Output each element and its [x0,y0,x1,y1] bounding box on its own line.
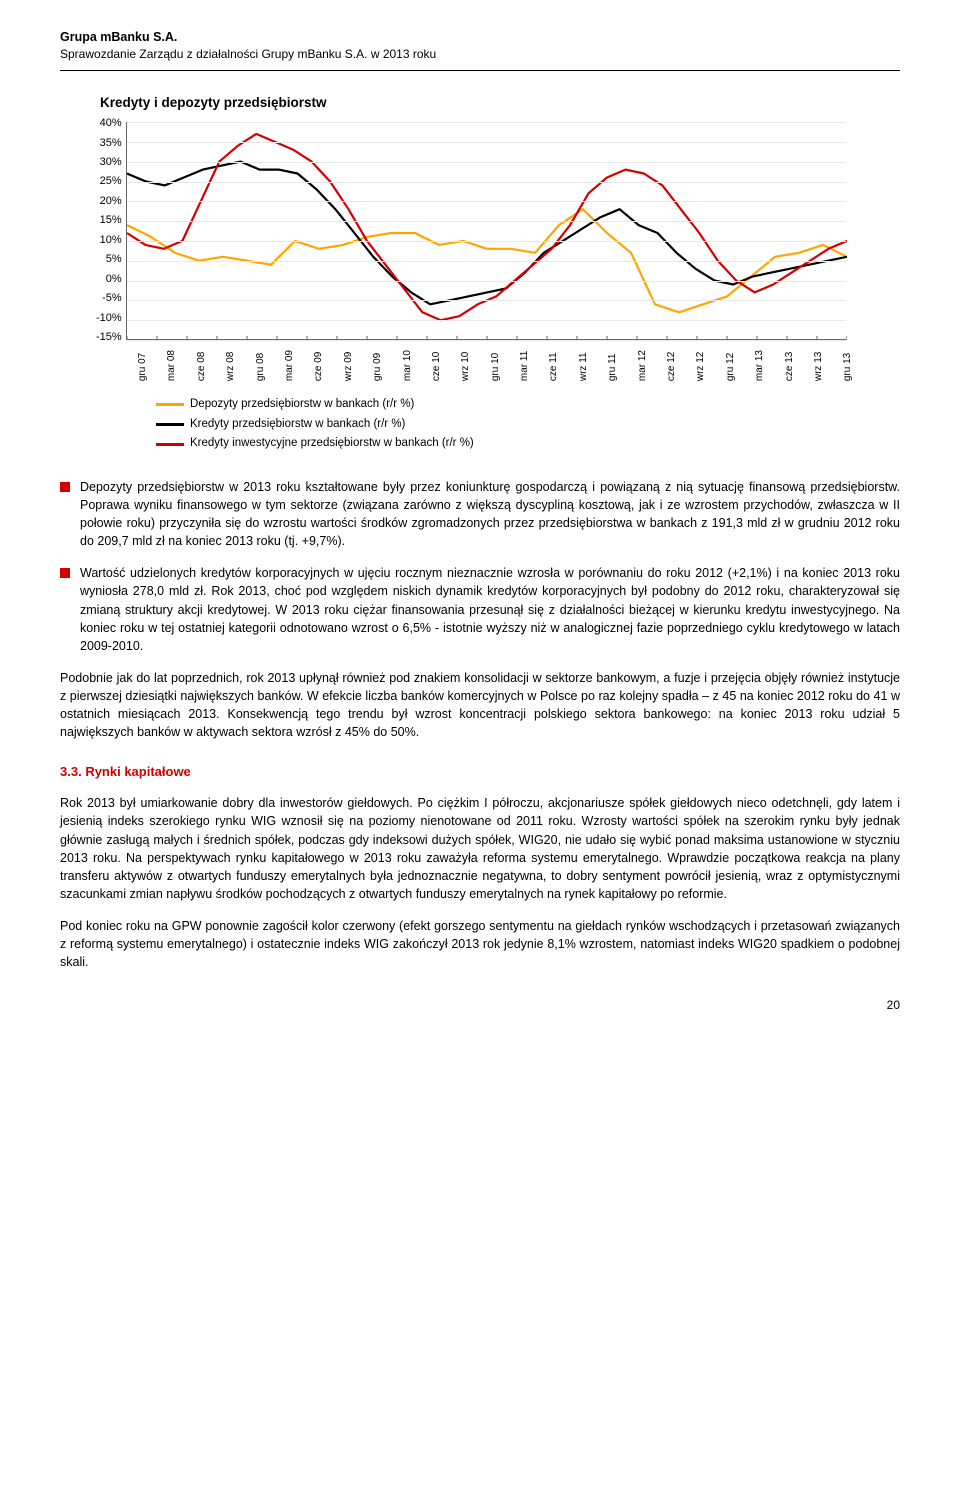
bullet-text: Wartość udzielonych kredytów korporacyjn… [80,564,900,655]
y-tick: 0% [96,272,122,288]
y-tick: 20% [96,194,122,210]
y-tick: 25% [96,174,122,190]
y-tick: 30% [96,155,122,171]
chart-svg [127,122,847,340]
chart-container: Kredyty i depozyty przedsiębiorstw 40% 35… [96,93,876,454]
x-tick: cze 08 [195,350,210,381]
y-tick: 10% [96,233,122,249]
grid-line [127,300,846,301]
x-tick: wrz 12 [694,350,709,381]
x-tick: gru 11 [606,350,621,381]
legend-swatch [156,443,184,446]
x-tick: cze 11 [547,350,562,381]
legend-item: Depozyty przedsiębiorstw w bankach (r/r … [156,395,876,415]
y-tick: 5% [96,252,122,268]
grid-line [127,261,846,262]
section-title: Rynki kapitałowe [85,764,190,779]
x-tick: gru 10 [489,350,504,381]
chart-area: 40%35%30%25%20%15%10%5%0%-5%-10%-15% [96,122,876,346]
y-tick: 35% [96,136,122,152]
bullet-item: Wartość udzielonych kredytów korporacyjn… [60,564,900,655]
x-tick: mar 10 [401,350,416,381]
chart-legend: Depozyty przedsiębiorstw w bankach (r/r … [156,395,876,454]
x-tick: gru 07 [136,350,151,381]
header-divider [60,70,900,71]
y-tick: -10% [96,311,122,327]
x-tick: cze 13 [783,350,798,381]
legend-swatch [156,423,184,426]
x-tick: wrz 11 [577,350,592,381]
section-number: 3.3. [60,764,82,779]
bullet-square-icon [60,482,70,492]
x-tick: gru 13 [841,350,856,381]
grid-line [127,201,846,202]
x-tick: cze 10 [430,350,445,381]
y-tick: -5% [96,291,122,307]
chart-plot [126,122,846,340]
chart-title: Kredyty i depozyty przedsiębiorstw [100,93,876,113]
grid-line [127,281,846,282]
y-tick: 40% [96,116,122,132]
x-tick: gru 09 [371,350,386,381]
x-tick: wrz 08 [224,350,239,381]
x-tick: mar 08 [165,350,180,381]
grid-line [127,320,846,321]
bullet-square-icon [60,568,70,578]
paragraph: Pod koniec roku na GPW ponownie zagościł… [60,917,900,971]
page-number: 20 [60,997,900,1014]
paragraph-block: Podobnie jak do lat poprzednich, rok 201… [60,669,900,742]
x-tick: wrz 10 [459,350,474,381]
bullet-item: Depozyty przedsiębiorstw w 2013 roku ksz… [60,478,900,551]
legend-item: Kredyty inwestycyjne przedsiębiorstw w b… [156,434,876,454]
grid-line [127,241,846,242]
x-tick: gru 08 [254,350,269,381]
company-name: Grupa mBanku S.A. [60,28,900,46]
document-header: Grupa mBanku S.A. Sprawozdanie Zarządu z… [60,28,900,64]
grid-line [127,162,846,163]
y-axis: 40% 35% 30% 25% 20% 15% 10% 5% 0% -5% -10% -15% [96,116,126,346]
x-tick: gru 12 [724,350,739,381]
grid-line [127,142,846,143]
x-tick: mar 12 [636,350,651,381]
body-text: Depozyty przedsiębiorstw w 2013 roku ksz… [60,478,900,972]
legend-label: Depozyty przedsiębiorstw w bankach (r/r … [190,395,414,415]
legend-swatch [156,403,184,406]
x-tick: cze 09 [312,350,327,381]
bullet-text: Depozyty przedsiębiorstw w 2013 roku ksz… [80,478,900,551]
report-subtitle: Sprawozdanie Zarządu z działalności Grup… [60,46,900,63]
x-tick: mar 11 [518,350,533,381]
grid-line [127,340,846,341]
y-tick: -15% [96,330,122,346]
x-tick: cze 12 [665,350,680,381]
paragraph: Podobnie jak do lat poprzednich, rok 201… [60,669,900,742]
x-tick: wrz 13 [812,350,827,381]
paragraph: Rok 2013 był umiarkowanie dobry dla inwe… [60,794,900,903]
section-heading: 3.3. Rynki kapitałowe [60,763,900,782]
legend-item: Kredyty przedsiębiorstw w bankach (r/r %… [156,415,876,435]
x-tick: mar 09 [283,350,298,381]
grid-line [127,122,846,123]
x-tick: mar 13 [753,350,768,381]
grid-line [127,221,846,222]
legend-label: Kredyty inwestycyjne przedsiębiorstw w b… [190,434,474,454]
legend-label: Kredyty przedsiębiorstw w bankach (r/r %… [190,415,405,435]
section-paragraphs: Rok 2013 był umiarkowanie dobry dla inwe… [60,794,900,971]
x-axis: gru 07 mar 08 cze 08 wrz 08 gru 08 mar 09 cze … [136,350,856,381]
bullet-list: Depozyty przedsiębiorstw w 2013 roku ksz… [60,478,900,655]
y-tick: 15% [96,213,122,229]
x-tick: wrz 09 [342,350,357,381]
grid-line [127,182,846,183]
